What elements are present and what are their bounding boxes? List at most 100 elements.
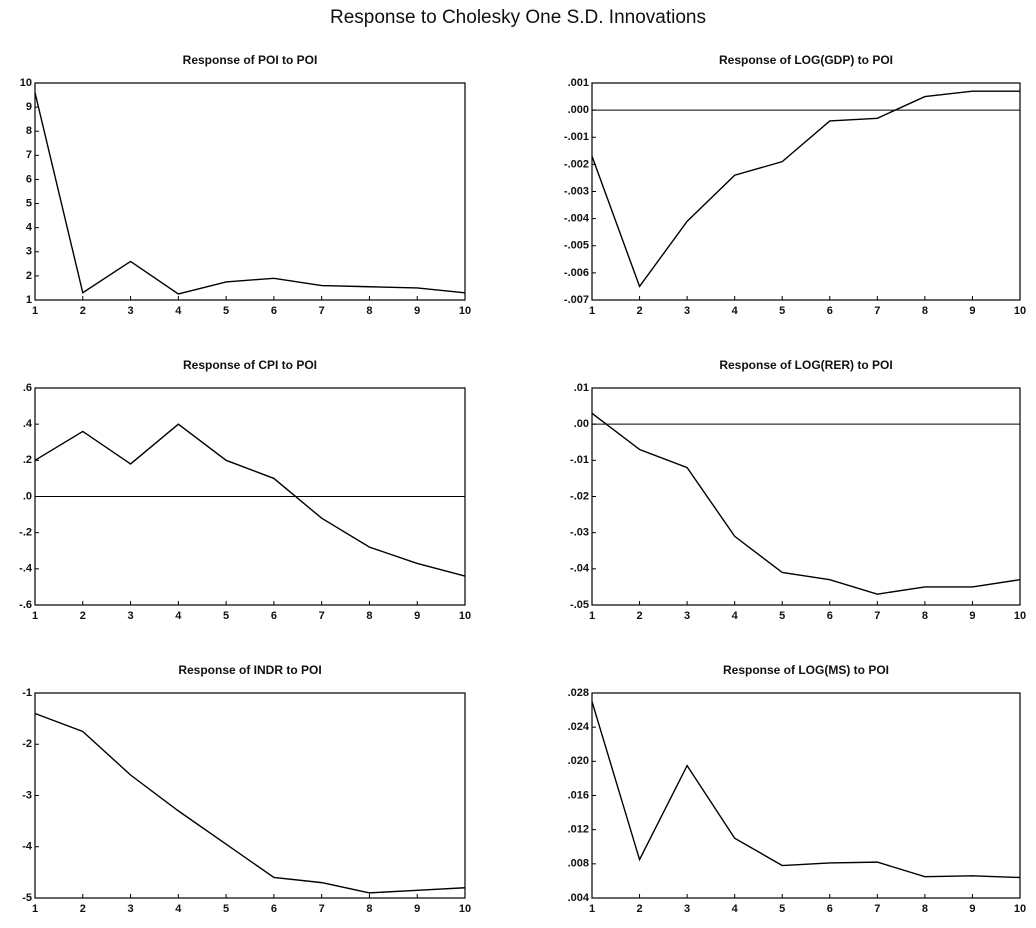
x-tick-label: 4 xyxy=(732,610,739,622)
y-tick-label: .024 xyxy=(568,721,590,733)
y-tick-label: -.05 xyxy=(570,599,589,611)
x-tick-label: 7 xyxy=(319,610,325,622)
plot-frame xyxy=(592,693,1020,898)
x-tick-label: 4 xyxy=(732,305,739,317)
x-tick-label: 1 xyxy=(589,903,595,915)
y-tick-label: -4 xyxy=(22,841,33,853)
x-tick-label: 9 xyxy=(969,305,975,317)
x-tick-label: 2 xyxy=(80,305,86,317)
x-tick-label: 7 xyxy=(874,610,880,622)
panel-title: Response of LOG(MS) to POI xyxy=(723,663,889,677)
y-tick-label: .0 xyxy=(23,490,32,502)
y-tick-label: -.002 xyxy=(564,158,589,170)
y-tick-label: 5 xyxy=(26,197,32,209)
x-tick-label: 5 xyxy=(223,610,229,622)
x-tick-label: 7 xyxy=(319,903,325,915)
x-tick-label: 10 xyxy=(1014,305,1026,317)
y-tick-label: -5 xyxy=(22,892,32,904)
y-tick-label: .008 xyxy=(568,858,589,870)
x-tick-label: 8 xyxy=(922,610,928,622)
x-tick-label: 1 xyxy=(32,305,38,317)
x-tick-label: 8 xyxy=(366,610,372,622)
x-tick-label: 9 xyxy=(969,903,975,915)
chart-page: Response to Cholesky One S.D. Innovation… xyxy=(0,0,1036,928)
x-tick-label: 7 xyxy=(319,305,325,317)
x-tick-label: 6 xyxy=(271,610,277,622)
panel-title: Response of INDR to POI xyxy=(178,663,321,677)
panel-title: Response of LOG(RER) to POI xyxy=(719,358,892,372)
plot-frame xyxy=(35,83,465,300)
y-tick-label: .016 xyxy=(568,789,589,801)
y-tick-label: .6 xyxy=(23,382,32,394)
x-tick-label: 5 xyxy=(779,305,785,317)
x-tick-label: 9 xyxy=(414,903,420,915)
response-line xyxy=(35,714,465,893)
y-tick-label: -.4 xyxy=(19,563,33,575)
x-tick-label: 7 xyxy=(874,305,880,317)
x-tick-label: 6 xyxy=(271,903,277,915)
x-tick-label: 6 xyxy=(827,305,833,317)
y-tick-label: .2 xyxy=(23,454,32,466)
y-tick-label: .00 xyxy=(574,418,589,430)
x-tick-label: 10 xyxy=(459,903,471,915)
panel-title: Response of CPI to POI xyxy=(183,358,317,372)
panel-title: Response of POI to POI xyxy=(183,53,318,67)
x-tick-label: 5 xyxy=(223,305,229,317)
plot-frame xyxy=(35,693,465,898)
x-tick-label: 4 xyxy=(732,903,739,915)
x-tick-label: 6 xyxy=(827,903,833,915)
y-tick-label: -.003 xyxy=(564,185,589,197)
y-tick-label: -3 xyxy=(22,789,32,801)
y-tick-label: -.004 xyxy=(564,213,590,225)
y-tick-label: .4 xyxy=(23,418,33,430)
x-tick-label: 4 xyxy=(175,305,182,317)
response-line xyxy=(35,424,465,576)
y-tick-label: 4 xyxy=(26,222,33,234)
response-line xyxy=(592,702,1020,878)
x-tick-label: 4 xyxy=(175,903,182,915)
x-tick-label: 9 xyxy=(969,610,975,622)
x-tick-label: 6 xyxy=(271,305,277,317)
y-tick-label: -.01 xyxy=(570,454,589,466)
y-tick-label: 7 xyxy=(26,149,32,161)
x-tick-label: 3 xyxy=(127,610,133,622)
y-tick-label: 9 xyxy=(26,101,32,113)
x-tick-label: 7 xyxy=(874,903,880,915)
x-tick-label: 2 xyxy=(636,903,642,915)
x-tick-label: 5 xyxy=(779,610,785,622)
x-tick-label: 10 xyxy=(459,305,471,317)
x-tick-label: 1 xyxy=(589,305,595,317)
x-tick-label: 6 xyxy=(827,610,833,622)
x-tick-label: 3 xyxy=(684,305,690,317)
panel-title: Response of LOG(GDP) to POI xyxy=(719,53,893,67)
x-tick-label: 1 xyxy=(589,610,595,622)
response-line xyxy=(592,413,1020,594)
y-tick-label: -2 xyxy=(22,738,32,750)
y-tick-label: -.005 xyxy=(564,240,589,252)
x-tick-label: 8 xyxy=(366,305,372,317)
y-tick-label: 8 xyxy=(26,125,32,137)
x-tick-label: 10 xyxy=(1014,903,1026,915)
y-tick-label: -.2 xyxy=(19,527,32,539)
x-tick-label: 10 xyxy=(1014,610,1026,622)
y-tick-label: .004 xyxy=(568,892,590,904)
y-tick-label: -.001 xyxy=(564,131,589,143)
x-tick-label: 8 xyxy=(922,903,928,915)
x-tick-label: 9 xyxy=(414,305,420,317)
x-tick-label: 3 xyxy=(127,903,133,915)
y-tick-label: .000 xyxy=(568,104,589,116)
x-tick-label: 2 xyxy=(636,610,642,622)
x-tick-label: 10 xyxy=(459,610,471,622)
y-tick-label: -1 xyxy=(22,687,32,699)
x-tick-label: 1 xyxy=(32,903,38,915)
x-tick-label: 5 xyxy=(779,903,785,915)
x-tick-label: 2 xyxy=(80,903,86,915)
y-tick-label: 10 xyxy=(20,77,32,89)
x-tick-label: 8 xyxy=(366,903,372,915)
plot-frame xyxy=(592,83,1020,300)
y-tick-label: -.006 xyxy=(564,267,589,279)
response-line xyxy=(592,91,1020,286)
y-tick-label: .01 xyxy=(574,382,589,394)
y-tick-label: .020 xyxy=(568,755,589,767)
y-tick-label: -.007 xyxy=(564,294,589,306)
